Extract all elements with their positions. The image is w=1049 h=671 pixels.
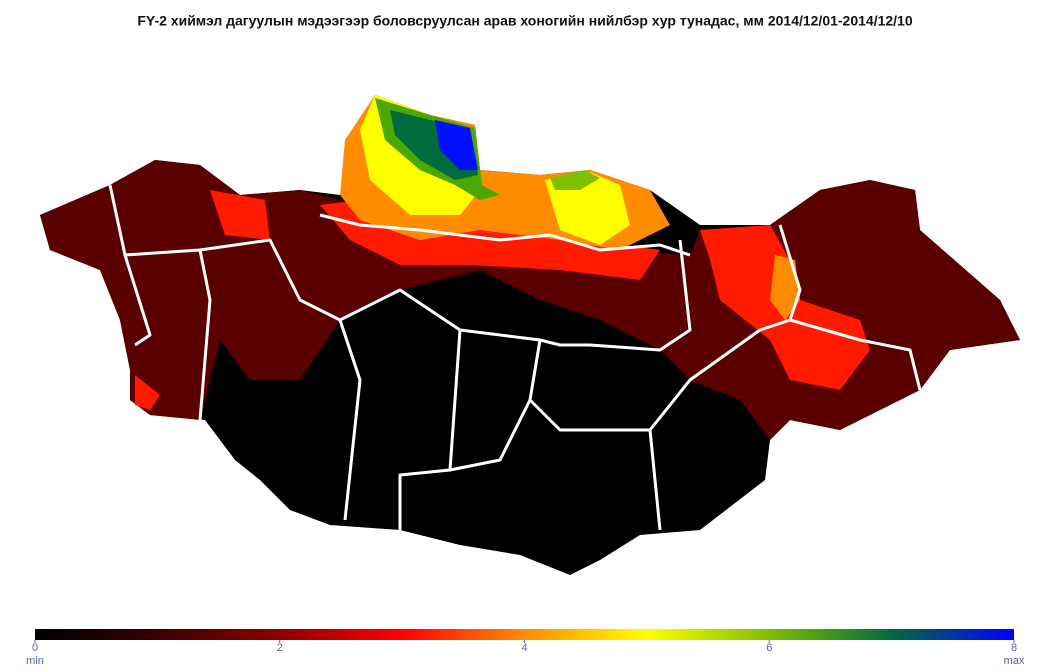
region-green [550, 170, 600, 190]
colorbar-tick-label: 6 [766, 642, 772, 654]
boundary [339, 288, 462, 530]
colorbar-tick-label: 2 [277, 642, 283, 654]
map-title: FY-2 хиймэл дагуулын мэдээгээр боловсруу… [137, 13, 912, 29]
region-yellow [545, 172, 630, 245]
map [40, 95, 1020, 575]
colorbar-tick-label: 4 [521, 642, 527, 654]
colorbar-min-label: min [26, 655, 44, 666]
region-blue [435, 120, 478, 170]
boundary [528, 398, 662, 531]
region-low [40, 160, 1020, 440]
colorbar [35, 629, 1014, 640]
boundary [789, 318, 922, 391]
boundary [124, 248, 212, 421]
colorbar-tick-label: 8 [1011, 642, 1017, 654]
boundary [108, 184, 152, 347]
region-orange [770, 255, 800, 320]
colorbar-max-label: max [1004, 655, 1025, 666]
boundary [648, 224, 802, 431]
region-mid [135, 375, 160, 410]
boundary [319, 213, 691, 257]
boundary [449, 339, 542, 472]
colorbar-tick-label: 0 [32, 642, 38, 654]
region-mid [210, 190, 270, 240]
boundary [199, 238, 362, 521]
